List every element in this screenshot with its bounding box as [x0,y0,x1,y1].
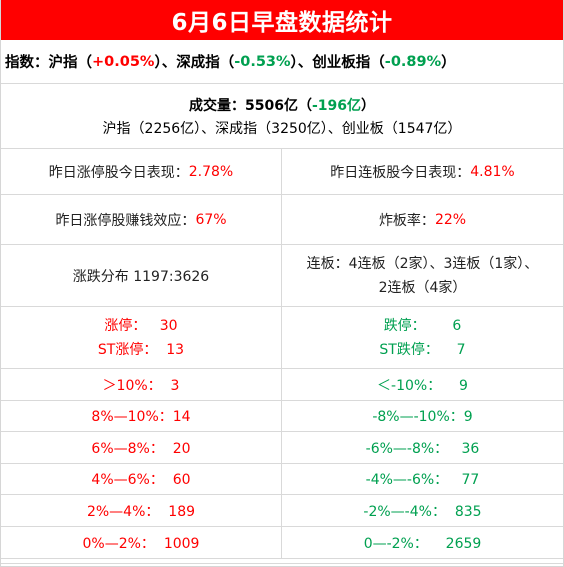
stats-row-1: 昨日涨停股今日表现： 2.78% 昨日连板股今日表现： 4.81% [1,149,563,195]
page-title: 6月6日早盘数据统计 [1,0,563,40]
broken-board-rate-value: 22% [434,211,467,228]
limit-row: 涨停： 30 ST涨停： 13 跌停： 6 ST跌停： 7 [1,307,563,369]
sh-index-change: +0.05% [92,53,155,70]
index-summary-row: 指数： 沪指（ +0.05% ）、 深成指（ -0.53% ）、 创业板指（ -… [1,40,563,84]
dist-down-8-10: -8%—-10%：9 [372,409,473,425]
dist-down-6-8: -6%—-8%： 36 [365,440,480,457]
stats-row-3: 涨跌分布 1197:3626 连板：4连板（2家）、3连板（1家）、 2连板（4… [1,245,563,307]
dist-down-0-2: 0—-2%： 2659 [363,535,482,552]
profit-effect-value: 67% [195,211,227,228]
sh-index-name: 沪指（ [48,55,93,71]
profit-effect-label: 昨日涨停股赚钱效应： [55,212,196,229]
dist-row: ＞10%： 3 ＜-10%： 9 [1,369,563,401]
volume-label: 成交量：5506亿（ [188,97,312,114]
consecutive-boards-line-2: 2连板（4家） [378,279,467,296]
volume-close: ） [361,97,375,114]
st-limit-down-count: ST跌停： 7 [379,341,466,358]
consecutive-boards: 连板：4连板（2家）、3连板（1家）、 2连板（4家） [282,245,563,306]
dist-up-2-4: 2%—4%： 189 [1,495,282,526]
sz-index-name: 深成指（ [176,55,235,71]
cy-index-name: 创业板指（ [312,55,385,71]
dist-row: 4%—6%： 60 -4%—-6%： 77 [1,464,563,495]
prev-limit-up-performance: 昨日涨停股今日表现： 2.78% [1,149,282,194]
prev-consecutive-performance-value: 4.81% [470,163,515,180]
limit-up-count: 涨停： 30 [104,317,178,334]
profit-effect: 昨日涨停股赚钱效应： 67% [1,195,282,244]
sh-index-close: ）、 [154,55,177,71]
advance-decline-distribution: 涨跌分布 1197:3626 [1,245,282,306]
cy-index-change: -0.89% [384,53,442,70]
broken-board-rate-label: 炸板率： [378,212,435,229]
prev-limit-up-performance-label: 昨日涨停股今日表现： [48,164,189,181]
dist-up-8-10: 8%—10%：14 [1,401,282,431]
prev-limit-up-performance-value: 2.78% [188,163,234,180]
prev-consecutive-performance: 昨日连板股今日表现： 4.81% [282,149,563,194]
limit-down-cell: 跌停： 6 ST跌停： 7 [282,307,563,368]
dist-up-gt10: ＞10%： 3 [1,369,282,400]
dist-row: 6%—8%： 20 -6%—-8%： 36 [1,432,563,464]
volume-change: -196亿 [311,97,361,114]
sz-index-close: ）、 [290,55,313,71]
dist-down-2-4: -2%—-4%： 835 [363,503,482,520]
broken-board-rate: 炸板率： 22% [282,195,563,244]
cy-index-close: ） [441,55,456,71]
dist-row: 8%—10%：14 -8%—-10%：9 [1,401,563,432]
volume-total: 成交量：5506亿（-196亿） [189,95,375,115]
stats-row-2: 昨日涨停股赚钱效应： 67% 炸板率： 22% [1,195,563,245]
dist-down-lt10: ＜-10%： 9 [377,377,468,394]
volume-breakdown: 沪指（2256亿）、深成指（3250亿）、创业板（1547亿） [102,120,462,137]
table-bottom-spacer [1,559,563,564]
dist-down-4-6: -4%—-6%： 77 [365,472,480,488]
dist-up-6-8: 6%—8%： 20 [1,432,282,463]
index-label: 指数： [5,55,49,71]
dist-up-4-6: 4%—6%： 60 [1,464,282,494]
consecutive-boards-line-1: 连板：4连板（2家）、3连板（1家）、 [306,255,539,272]
limit-down-count: 跌停： 6 [383,317,462,334]
dist-row: 2%—4%： 189 -2%—-4%： 835 [1,495,563,527]
limit-up-cell: 涨停： 30 ST涨停： 13 [1,307,282,368]
dist-row: 0%—2%： 1009 0—-2%： 2659 [1,527,563,559]
dist-up-0-2: 0%—2%： 1009 [1,527,282,558]
sz-index-change: -0.53% [234,53,291,70]
st-limit-up-count: ST涨停： 13 [97,341,185,358]
prev-consecutive-performance-label: 昨日连板股今日表现： [330,164,471,181]
volume-row: 成交量：5506亿（-196亿） 沪指（2256亿）、深成指（3250亿）、创业… [1,84,563,149]
